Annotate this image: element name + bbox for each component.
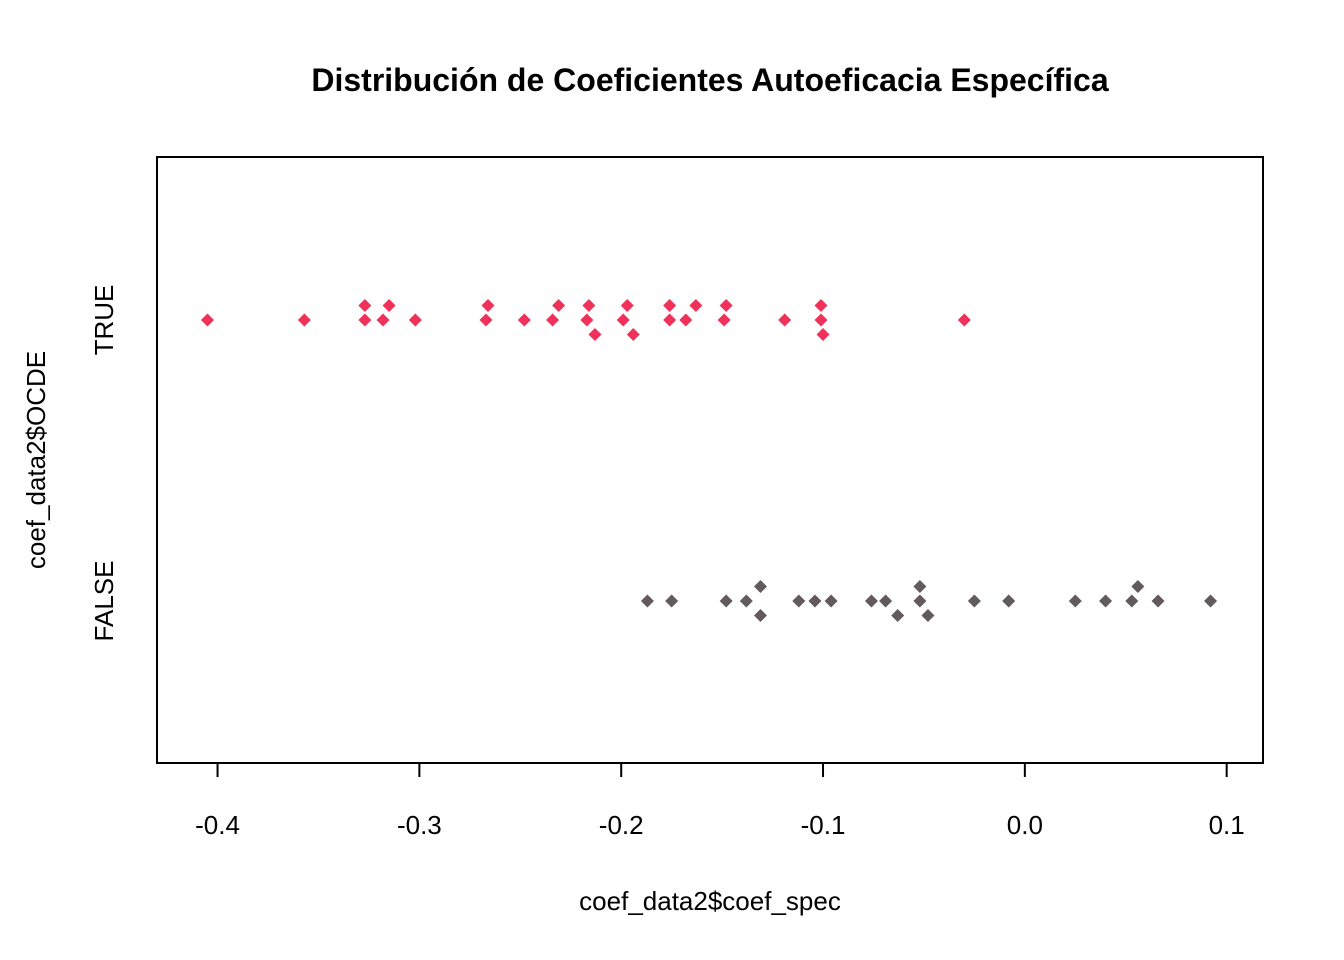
data-point (824, 594, 838, 608)
data-point (679, 313, 693, 327)
data-point (665, 594, 679, 608)
data-point (816, 328, 830, 341)
data-point (626, 328, 640, 341)
chart-title: Distribución de Coeficientes Autoeficaci… (311, 62, 1108, 98)
data-point (376, 313, 390, 327)
x-axis-label: coef_data2$coef_spec (579, 886, 841, 916)
data-point (879, 594, 893, 608)
x-tick-label: 0.0 (1007, 810, 1043, 840)
x-tick-label: -0.2 (599, 810, 644, 840)
data-point (719, 299, 733, 312)
data-point (200, 313, 214, 327)
data-point (620, 299, 634, 312)
data-point (588, 328, 602, 341)
data-point (517, 313, 531, 327)
data-point (921, 609, 935, 622)
data-point (778, 313, 792, 327)
data-point (814, 299, 828, 312)
series-true (200, 299, 971, 341)
data-point (297, 313, 311, 327)
data-point (1099, 594, 1113, 608)
series-false (640, 580, 1218, 622)
plot-frame (156, 156, 1264, 764)
x-tick-label: -0.1 (801, 810, 846, 840)
data-point (640, 594, 654, 608)
x-tick-label: -0.4 (195, 810, 240, 840)
data-point (808, 594, 822, 608)
data-point (580, 313, 594, 327)
data-point (358, 313, 372, 327)
data-point (864, 594, 878, 608)
data-point (719, 594, 733, 608)
data-point (689, 299, 703, 312)
x-tick-label: 0.1 (1209, 810, 1245, 840)
data-point (814, 313, 828, 327)
y-tick-label-true: TRUE (89, 285, 119, 356)
y-tick-label-false: FALSE (89, 561, 119, 642)
data-point (616, 313, 630, 327)
data-point (1068, 594, 1082, 608)
data-point (913, 594, 927, 608)
data-point (717, 313, 731, 327)
data-point (663, 313, 677, 327)
data-point (739, 594, 753, 608)
data-point (1151, 594, 1165, 608)
data-point (957, 313, 971, 327)
data-point (479, 313, 493, 327)
data-point (552, 299, 566, 312)
y-axis-label: coef_data2$OCDE (21, 351, 51, 569)
data-point (1002, 594, 1016, 608)
data-point (967, 594, 981, 608)
data-point (913, 580, 927, 593)
data-point (753, 609, 767, 622)
x-tick-label: -0.3 (397, 810, 442, 840)
data-point (546, 313, 560, 327)
data-point (1204, 594, 1218, 608)
data-point (1125, 594, 1139, 608)
data-point (358, 299, 372, 312)
data-point (891, 609, 905, 622)
data-point (753, 580, 767, 593)
data-point (663, 299, 677, 312)
data-point (408, 313, 422, 327)
data-point (382, 299, 396, 312)
data-point (1131, 580, 1145, 593)
data-point (792, 594, 806, 608)
data-points (200, 299, 1218, 622)
data-point (481, 299, 495, 312)
x-axis: -0.4 -0.3 -0.2 -0.1 0.0 0.1 (195, 762, 1245, 840)
data-point (582, 299, 596, 312)
y-axis: FALSE TRUE (89, 285, 119, 642)
